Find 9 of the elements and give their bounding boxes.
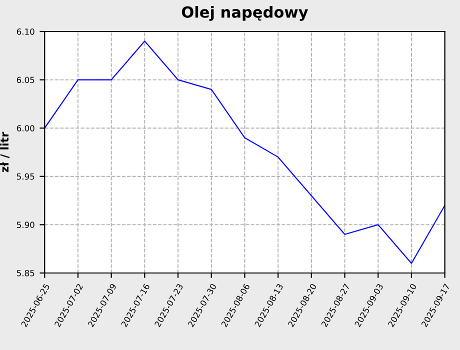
line-series (44, 40, 445, 264)
y-tick-label: 6.00 (16, 125, 34, 132)
chart-title: Olej napędowy (182, 6, 308, 21)
y-axis-title: zł / litr (0, 132, 10, 172)
y-tick-label: 5.85 (16, 270, 34, 276)
y-tick-label: 5.95 (16, 173, 34, 180)
y-tick-label: 6.10 (16, 28, 34, 35)
y-tick-label: 6.05 (16, 76, 34, 84)
y-tick-label: 5.90 (16, 222, 34, 228)
